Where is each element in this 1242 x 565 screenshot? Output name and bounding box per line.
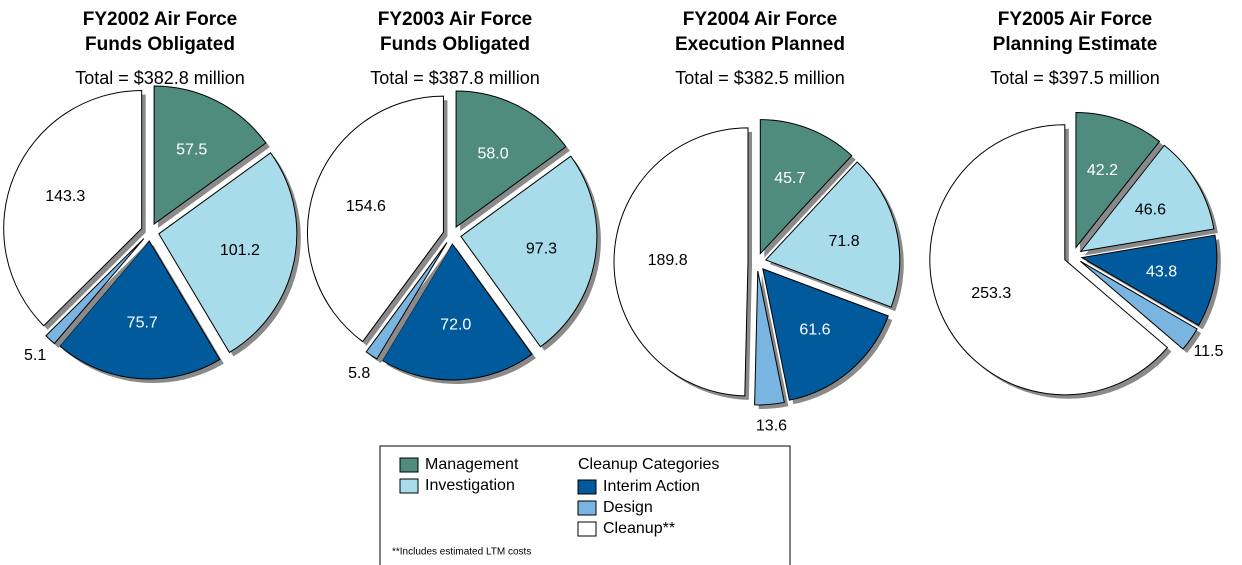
legend-swatch — [577, 479, 597, 495]
data-label: 57.5 — [176, 141, 207, 158]
data-label: 101.2 — [220, 242, 260, 259]
data-label: 71.8 — [828, 233, 859, 250]
slice — [365, 242, 448, 360]
legend-group-label: Cleanup Categories — [578, 456, 719, 473]
chart-subtitle: Total = $382.8 million — [75, 68, 245, 88]
data-label: 253.3 — [971, 285, 1011, 302]
legend-label: Interim Action — [603, 478, 700, 495]
data-label: 45.7 — [774, 170, 805, 187]
slice — [1075, 111, 1161, 249]
slice — [307, 95, 444, 343]
data-label: 189.8 — [648, 252, 688, 269]
slice — [754, 270, 785, 406]
data-label: 58.0 — [477, 145, 508, 162]
data-label: 61.6 — [799, 321, 830, 338]
data-label: 42.2 — [1087, 162, 1118, 179]
data-label: 5.1 — [24, 347, 46, 364]
slice — [613, 127, 749, 397]
data-label: 75.7 — [127, 315, 158, 332]
chart-title: FY2005 Air Force — [998, 9, 1153, 30]
legend-label: Investigation — [425, 477, 515, 494]
slice — [45, 238, 145, 345]
legend-footnote: **Includes estimated LTM costs — [392, 547, 531, 558]
legend-swatch — [399, 457, 419, 473]
legend-swatch — [399, 478, 419, 494]
slice — [158, 152, 298, 354]
chart-title: FY2002 Air Force — [83, 9, 238, 30]
legend-swatch — [577, 500, 597, 516]
slice — [381, 243, 533, 381]
slice — [460, 155, 598, 348]
data-label: 154.6 — [346, 198, 386, 215]
data-label: 97.3 — [526, 240, 557, 257]
data-label: 72.0 — [440, 317, 471, 334]
slice — [153, 85, 267, 225]
legend-label: Design — [603, 499, 653, 516]
slice — [764, 161, 901, 308]
chart-title: Planning Estimate — [993, 34, 1158, 55]
legend-label: Management — [425, 456, 519, 473]
chart-title: Funds Obligated — [380, 34, 530, 55]
data-label: 13.6 — [756, 418, 787, 435]
slice — [929, 124, 1169, 396]
legend-label: Cleanup** — [603, 520, 675, 537]
slice — [1080, 260, 1198, 350]
data-label: 143.3 — [45, 188, 85, 205]
slice — [762, 268, 889, 401]
slice — [455, 90, 567, 228]
slice-shadow — [49, 242, 148, 348]
data-label: 5.8 — [348, 365, 370, 382]
slice — [759, 119, 853, 255]
legend-swatch — [577, 521, 597, 537]
slice — [3, 90, 143, 327]
slice — [1080, 234, 1218, 327]
chart-title: FY2004 Air Force — [683, 9, 838, 30]
chart-subtitle: Total = $397.5 million — [990, 68, 1160, 88]
chart-title: Execution Planned — [675, 34, 845, 55]
chart-subtitle: Total = $382.5 million — [675, 68, 845, 88]
chart-title: Funds Obligated — [85, 34, 235, 55]
data-label: 46.6 — [1135, 201, 1166, 218]
data-label: 43.8 — [1146, 263, 1177, 280]
chart-title: FY2003 Air Force — [378, 9, 533, 30]
chart-subtitle: Total = $387.8 million — [370, 68, 540, 88]
slice — [1079, 144, 1215, 253]
slice — [59, 240, 221, 380]
data-label: 11.5 — [1193, 343, 1223, 360]
